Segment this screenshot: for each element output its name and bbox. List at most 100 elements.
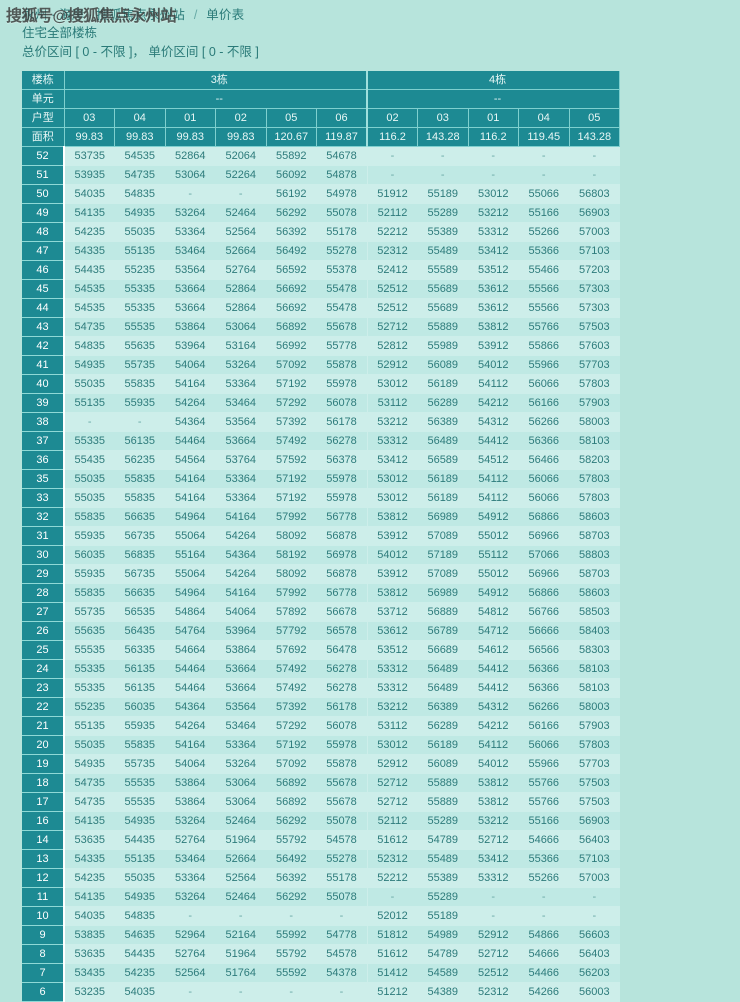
price-cell[interactable]: 56366 xyxy=(518,678,569,698)
price-cell[interactable]: 54164 xyxy=(215,583,266,603)
price-cell[interactable]: 51412 xyxy=(367,963,418,983)
price-cell[interactable]: 54978 xyxy=(316,184,368,204)
price-cell[interactable]: 54264 xyxy=(165,393,216,413)
price-cell-empty[interactable]: - xyxy=(165,184,216,204)
price-cell[interactable]: 56292 xyxy=(266,887,317,907)
price-cell[interactable]: 52764 xyxy=(165,944,216,964)
price-cell[interactable]: 56689 xyxy=(417,640,468,660)
price-cell[interactable]: 53012 xyxy=(367,488,418,508)
price-cell[interactable]: 55978 xyxy=(316,469,368,489)
price-cell[interactable]: 54964 xyxy=(165,507,216,527)
price-cell[interactable]: 56589 xyxy=(417,450,468,470)
price-cell[interactable]: 54264 xyxy=(215,564,266,584)
price-cell[interactable]: 54764 xyxy=(165,621,216,641)
price-cell[interactable]: 54712 xyxy=(468,621,519,641)
price-cell[interactable]: 54935 xyxy=(64,754,115,774)
price-cell[interactable]: 55635 xyxy=(64,621,115,641)
price-cell[interactable]: 55112 xyxy=(468,545,519,565)
price-cell[interactable]: 54112 xyxy=(468,469,519,489)
price-cell[interactable]: 55835 xyxy=(64,583,115,603)
price-cell[interactable]: 54164 xyxy=(165,488,216,508)
price-cell[interactable]: 53464 xyxy=(165,241,216,261)
price-cell[interactable]: 56778 xyxy=(316,507,368,527)
price-cell[interactable]: 55366 xyxy=(518,849,569,869)
price-cell[interactable]: 55766 xyxy=(518,792,569,812)
price-cell[interactable]: 56889 xyxy=(417,602,468,622)
price-cell[interactable]: 57503 xyxy=(569,792,620,812)
price-cell[interactable]: 51964 xyxy=(215,944,266,964)
price-cell[interactable]: 55035 xyxy=(64,735,115,755)
price-cell[interactable]: 54312 xyxy=(468,412,519,432)
price-cell-empty[interactable]: - xyxy=(569,887,620,907)
price-cell[interactable]: 56389 xyxy=(417,697,468,717)
price-cell[interactable]: 53212 xyxy=(367,697,418,717)
price-cell[interactable]: 53812 xyxy=(468,792,519,812)
price-cell[interactable]: 54535 xyxy=(114,146,165,166)
price-cell[interactable]: 57066 xyxy=(518,545,569,565)
price-cell[interactable]: 55989 xyxy=(417,336,468,356)
price-cell[interactable]: 53612 xyxy=(468,279,519,299)
price-cell[interactable]: 52712 xyxy=(367,792,418,812)
price-cell[interactable]: 55266 xyxy=(518,222,569,242)
price-cell[interactable]: 53564 xyxy=(165,260,216,280)
price-cell[interactable]: 56078 xyxy=(316,393,368,413)
price-cell[interactable]: 55978 xyxy=(316,488,368,508)
price-cell[interactable]: 54864 xyxy=(165,602,216,622)
price-cell[interactable]: 57003 xyxy=(569,222,620,242)
price-cell[interactable]: 55966 xyxy=(518,754,569,774)
price-cell[interactable]: 54589 xyxy=(417,963,468,983)
price-cell[interactable]: 53664 xyxy=(215,659,266,679)
price-cell[interactable]: 54035 xyxy=(114,982,165,1002)
price-cell[interactable]: 53164 xyxy=(215,336,266,356)
price-cell[interactable]: 56135 xyxy=(114,659,165,679)
price-cell[interactable]: 56389 xyxy=(417,412,468,432)
price-cell[interactable]: 56192 xyxy=(266,184,317,204)
price-cell[interactable]: 52664 xyxy=(215,849,266,869)
price-cell[interactable]: 53812 xyxy=(367,507,418,527)
price-cell-empty[interactable]: - xyxy=(114,412,165,432)
price-cell[interactable]: 56966 xyxy=(518,564,569,584)
price-cell[interactable]: 52712 xyxy=(468,944,519,964)
price-cell[interactable]: 54012 xyxy=(468,754,519,774)
price-cell[interactable]: 56966 xyxy=(518,526,569,546)
price-cell[interactable]: 53664 xyxy=(165,279,216,299)
price-cell[interactable]: 54064 xyxy=(165,754,216,774)
price-cell[interactable]: 56189 xyxy=(417,374,468,394)
price-cell[interactable]: 54666 xyxy=(518,944,569,964)
price-cell[interactable]: 57492 xyxy=(266,678,317,698)
price-cell[interactable]: 57192 xyxy=(266,488,317,508)
price-cell[interactable]: 56366 xyxy=(518,659,569,679)
price-cell[interactable]: 56089 xyxy=(417,355,468,375)
price-cell[interactable]: 58703 xyxy=(569,526,620,546)
price-cell[interactable]: 54535 xyxy=(64,298,115,318)
price-cell[interactable]: 55835 xyxy=(114,488,165,508)
price-cell[interactable]: 53564 xyxy=(215,412,266,432)
price-cell[interactable]: 56566 xyxy=(518,640,569,660)
price-cell[interactable]: 53464 xyxy=(215,393,266,413)
price-cell[interactable]: 53364 xyxy=(165,868,216,888)
price-cell[interactable]: 54735 xyxy=(64,317,115,337)
price-cell[interactable]: 52664 xyxy=(215,241,266,261)
price-cell[interactable]: 54878 xyxy=(316,165,368,185)
price-cell[interactable]: 56278 xyxy=(316,678,368,698)
price-cell[interactable]: 52464 xyxy=(215,811,266,831)
price-cell[interactable]: 52864 xyxy=(215,279,266,299)
price-cell[interactable]: 54012 xyxy=(367,545,418,565)
price-cell[interactable]: 57503 xyxy=(569,317,620,337)
price-cell[interactable]: 55335 xyxy=(64,659,115,679)
price-cell[interactable]: 54035 xyxy=(64,906,115,926)
price-cell[interactable]: 55766 xyxy=(518,317,569,337)
price-cell-empty[interactable]: - xyxy=(417,146,468,166)
price-cell[interactable]: 56866 xyxy=(518,583,569,603)
price-cell[interactable]: 55235 xyxy=(64,697,115,717)
price-cell[interactable]: 57492 xyxy=(266,659,317,679)
price-cell[interactable]: 56535 xyxy=(114,602,165,622)
price-cell[interactable]: 54466 xyxy=(518,963,569,983)
price-cell[interactable]: 56066 xyxy=(518,374,569,394)
price-cell[interactable]: 57192 xyxy=(266,374,317,394)
price-cell[interactable]: 53864 xyxy=(165,773,216,793)
price-cell[interactable]: 53264 xyxy=(215,754,266,774)
price-cell-empty[interactable]: - xyxy=(316,982,368,1002)
price-cell[interactable]: 54212 xyxy=(468,393,519,413)
price-cell[interactable]: 55035 xyxy=(114,868,165,888)
